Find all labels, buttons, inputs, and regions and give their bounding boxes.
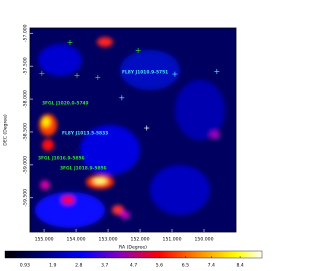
colorbar-tick-label: 2.8 bbox=[75, 263, 82, 269]
y-tick-label: -59.000 bbox=[23, 156, 29, 174]
source-marker bbox=[214, 68, 220, 74]
colorbar-tick-label: 1.9 bbox=[49, 263, 56, 269]
source-label: 3FGL J1018.9-5856 bbox=[60, 166, 107, 172]
x-tick-label: 150.000 bbox=[195, 237, 214, 243]
y-tick-label: -58.500 bbox=[23, 123, 29, 141]
plot-frame bbox=[29, 27, 237, 233]
source-label: FL8Y J1013.5-5833 bbox=[62, 131, 108, 137]
source-marker bbox=[144, 125, 150, 131]
source-marker bbox=[39, 70, 45, 76]
colorbar-tick-label: 6.5 bbox=[182, 263, 189, 269]
x-tick-label: 151.000 bbox=[163, 237, 182, 243]
x-tick-label: 152.000 bbox=[131, 237, 150, 243]
colorbar-tick-label: 7.4 bbox=[208, 263, 215, 269]
source-label: FL8Y J1010.9-5751 bbox=[122, 70, 168, 76]
chart: RA (Degree) DEC (Degree) 155.000 154.000 1… bbox=[3, 24, 263, 269]
source-marker bbox=[74, 72, 80, 78]
source-marker bbox=[119, 95, 125, 101]
y-tick-label: -59.500 bbox=[23, 189, 29, 207]
x-tick-label: 155.000 bbox=[35, 237, 54, 243]
x-tick-label: 154.000 bbox=[67, 237, 86, 243]
y-axis-label: DEC (Degree) bbox=[3, 114, 9, 146]
x-axis-label: RA (Degree) bbox=[119, 245, 147, 251]
colorbar-tick-label: 4.7 bbox=[130, 263, 137, 269]
source-marker bbox=[135, 47, 141, 53]
colorbar-tick-label: 8.4 bbox=[236, 263, 243, 269]
sky-image bbox=[30, 28, 236, 232]
colorbar-tick-label: 5.6 bbox=[156, 263, 163, 269]
source-marker bbox=[67, 39, 73, 45]
source-marker bbox=[172, 71, 178, 77]
x-tick-label: 153.000 bbox=[99, 237, 118, 243]
source-label: 3FGL J1016.9-5856 bbox=[38, 156, 85, 162]
source-label: 3FGL J1020.0-5749 bbox=[42, 101, 89, 107]
source-marker bbox=[95, 74, 101, 80]
y-tick-label: -58.000 bbox=[23, 90, 29, 108]
y-tick-label: -57.000 bbox=[23, 24, 29, 42]
colorbar-tick-label: 3.7 bbox=[101, 263, 108, 269]
y-tick-label: -57.500 bbox=[23, 57, 29, 75]
colorbar-tick-label: 0.93 bbox=[20, 263, 30, 269]
